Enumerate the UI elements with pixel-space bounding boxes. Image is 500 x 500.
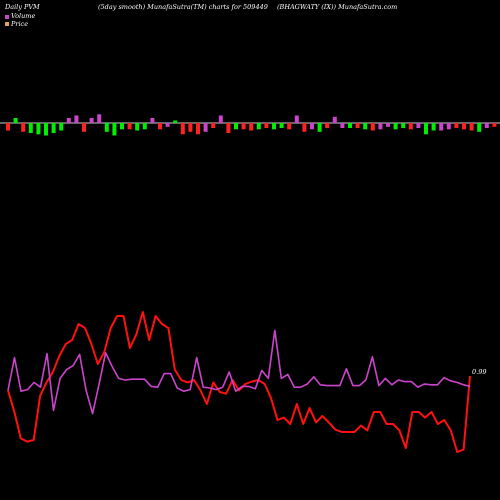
volume-bar [370,123,375,131]
volume-bar [446,123,451,130]
chart-header-middle: (5day smooth) MunafaSutra(TM) charts for… [98,3,268,11]
volume-bar [386,123,390,127]
volume-bar [462,123,466,130]
end-value-label: 0.99 [472,368,486,376]
volume-bar [431,123,436,131]
volume-bar [158,123,162,130]
volume-bar [294,115,299,123]
volume-bar [6,123,10,131]
volume-bar [59,123,64,131]
legend: Volume Price [5,12,36,29]
volume-bar [36,123,41,135]
volume-bar [97,114,102,124]
volume-bar [454,123,459,128]
chart-header-left: Daily PVM [5,3,40,11]
volume-bar [317,123,322,132]
volume-bar [120,123,124,130]
volume-bar [89,118,94,123]
legend-label-price: Price [11,19,29,28]
volume-bar [218,115,223,123]
volume-bar [203,123,208,132]
volume-bar [363,123,368,130]
legend-item-volume: Volume [5,12,36,21]
legend-swatch-volume [5,14,9,19]
volume-bar [272,123,276,130]
volume-bar [332,116,337,124]
volume-bar [241,123,246,130]
volume-bar [112,123,117,136]
volume-bar [173,120,178,123]
chart-header-right: (BHAGWATY (IX)) MunafaSutra.com [277,3,398,11]
volume-bar [416,123,421,128]
price-line [7,311,471,453]
volume-bar [188,123,193,132]
volume-bar [492,123,497,127]
volume-bar [82,123,86,132]
volume-bar [44,123,48,136]
volume-bar [340,123,345,128]
volume-bar [150,118,155,123]
volume-bar [74,115,79,123]
volume-bar [180,123,185,135]
volume-bar [226,123,231,133]
volume-bars [6,114,497,136]
volume-bar [142,123,147,130]
volume-bar [165,123,170,127]
volume-bar [104,123,109,132]
volume-bar [310,123,314,130]
volume-bar [264,123,269,128]
volume-bar [469,123,474,131]
volume-bar [348,123,352,128]
volume-bar [355,123,360,128]
volume-bar [378,123,383,130]
volume-bar [234,123,238,130]
volume-bar [135,123,140,131]
volume-bar [424,123,428,135]
legend-swatch-price [5,22,9,27]
volume-bar [401,123,406,128]
volume-bar [13,118,18,123]
volume-bar [66,118,71,123]
volume-bar [256,123,261,130]
legend-label-volume: Volume [11,12,36,20]
price-volume-lines [7,311,471,453]
volume-bar [302,123,307,132]
volume-bar [127,123,132,130]
volume-bar [21,123,26,132]
volume-bar [249,123,254,131]
volume-bar [287,123,292,130]
volume-bar [279,123,284,128]
volume-bar [325,123,330,128]
volume-bar [439,123,444,131]
legend-item-price: Price [5,19,35,29]
volume-bar [477,123,482,132]
volume-bar [408,123,413,130]
volume-bar [211,123,216,128]
volume-bar [393,123,398,130]
volume-bar [28,123,33,133]
volume-bar [484,123,489,128]
volume-bar [196,123,200,135]
volume-bar [51,123,56,133]
volume-line [7,329,471,415]
